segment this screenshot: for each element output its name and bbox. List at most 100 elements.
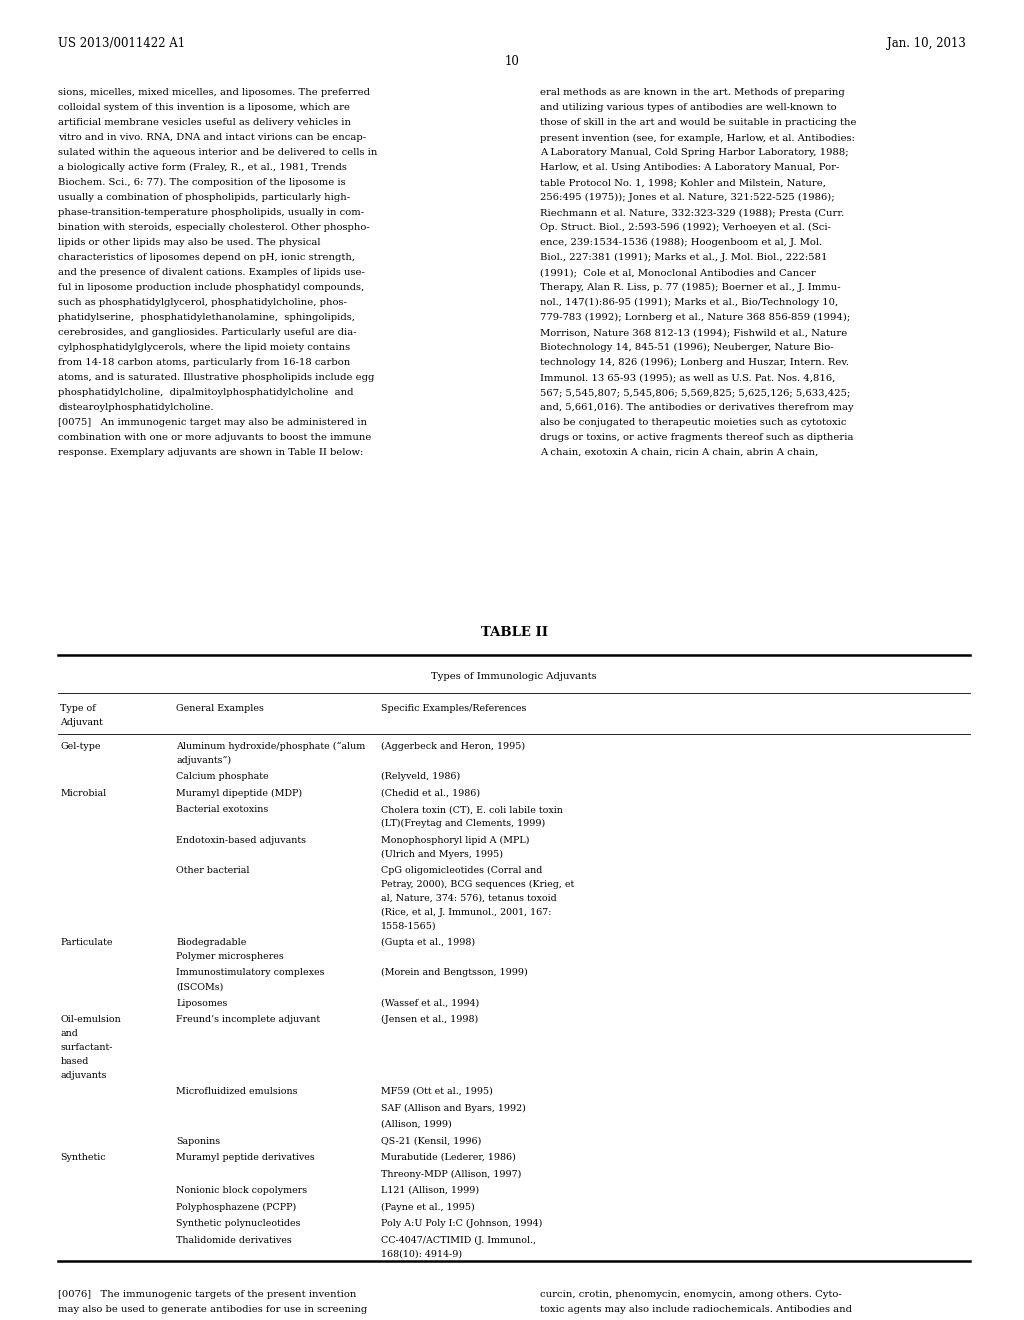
Text: L121 (Allison, 1999): L121 (Allison, 1999) <box>381 1187 479 1195</box>
Text: Microbial: Microbial <box>60 789 106 797</box>
Text: [0076]   The immunogenic targets of the present invention: [0076] The immunogenic targets of the pr… <box>58 1290 356 1299</box>
Text: 779-783 (1992); Lornberg et al., Nature 368 856-859 (1994);: 779-783 (1992); Lornberg et al., Nature … <box>540 313 850 322</box>
Text: those of skill in the art and would be suitable in practicing the: those of skill in the art and would be s… <box>540 119 856 128</box>
Text: US 2013/0011422 A1: US 2013/0011422 A1 <box>58 37 185 50</box>
Text: Muramyl dipeptide (MDP): Muramyl dipeptide (MDP) <box>176 789 302 797</box>
Text: phosphatidylcholine,  dipalmitoylphosphatidylcholine  and: phosphatidylcholine, dipalmitoylphosphat… <box>58 388 354 397</box>
Text: adjuvants: adjuvants <box>60 1071 106 1080</box>
Text: Bacterial exotoxins: Bacterial exotoxins <box>176 805 268 814</box>
Text: 256:495 (1975)); Jones et al. Nature, 321:522-525 (1986);: 256:495 (1975)); Jones et al. Nature, 32… <box>540 193 835 202</box>
Text: CC-4047/ACTIMID (J. Immunol.,: CC-4047/ACTIMID (J. Immunol., <box>381 1236 536 1245</box>
Text: vitro and in vivo. RNA, DNA and intact virions can be encap-: vitro and in vivo. RNA, DNA and intact v… <box>58 133 367 143</box>
Text: CpG oligomicleotides (Corral and: CpG oligomicleotides (Corral and <box>381 866 543 875</box>
Text: phatidylserine,  phosphatidylethanolamine,  sphingolipids,: phatidylserine, phosphatidylethanolamine… <box>58 313 355 322</box>
Text: Microfluidized emulsions: Microfluidized emulsions <box>176 1088 298 1096</box>
Text: Synthetic polynucleotides: Synthetic polynucleotides <box>176 1220 301 1228</box>
Text: (Ulrich and Myers, 1995): (Ulrich and Myers, 1995) <box>381 850 503 858</box>
Text: and: and <box>60 1030 78 1038</box>
Text: curcin, crotin, phenomycin, enomycin, among others. Cyto-: curcin, crotin, phenomycin, enomycin, am… <box>540 1290 842 1299</box>
Text: Biodegradable: Biodegradable <box>176 939 247 946</box>
Text: (Gupta et al., 1998): (Gupta et al., 1998) <box>381 939 475 946</box>
Text: Specific Examples/References: Specific Examples/References <box>381 704 526 713</box>
Text: Monophosphoryl lipid A (MPL): Monophosphoryl lipid A (MPL) <box>381 836 529 845</box>
Text: eral methods as are known in the art. Methods of preparing: eral methods as are known in the art. Me… <box>540 88 845 98</box>
Text: phase-transition-temperature phospholipids, usually in com-: phase-transition-temperature phospholipi… <box>58 209 365 218</box>
Text: combination with one or more adjuvants to boost the immune: combination with one or more adjuvants t… <box>58 433 372 442</box>
Text: nol., 147(1):86-95 (1991); Marks et al., Bio/Technology 10,: nol., 147(1):86-95 (1991); Marks et al.,… <box>540 298 838 308</box>
Text: Harlow, et al. Using Antibodies: A Laboratory Manual, Por-: Harlow, et al. Using Antibodies: A Labor… <box>540 164 839 173</box>
Text: (LT)(Freytag and Clements, 1999): (LT)(Freytag and Clements, 1999) <box>381 818 545 828</box>
Text: Adjuvant: Adjuvant <box>60 718 103 727</box>
Text: Nonionic block copolymers: Nonionic block copolymers <box>176 1187 307 1195</box>
Text: Threony-MDP (Allison, 1997): Threony-MDP (Allison, 1997) <box>381 1170 521 1179</box>
Text: (Jensen et al., 1998): (Jensen et al., 1998) <box>381 1015 478 1024</box>
Text: Thalidomide derivatives: Thalidomide derivatives <box>176 1236 292 1245</box>
Text: Calcium phosphate: Calcium phosphate <box>176 772 268 781</box>
Text: al, Nature, 374: 576), tetanus toxoid: al, Nature, 374: 576), tetanus toxoid <box>381 894 557 903</box>
Text: Riechmann et al. Nature, 332:323-329 (1988); Presta (Curr.: Riechmann et al. Nature, 332:323-329 (19… <box>540 209 844 218</box>
Text: technology 14, 826 (1996); Lonberg and Huszar, Intern. Rev.: technology 14, 826 (1996); Lonberg and H… <box>540 358 849 367</box>
Text: Freund’s incomplete adjuvant: Freund’s incomplete adjuvant <box>176 1015 321 1024</box>
Text: TABLE II: TABLE II <box>480 626 548 639</box>
Text: 1558-1565): 1558-1565) <box>381 921 436 931</box>
Text: General Examples: General Examples <box>176 704 264 713</box>
Text: SAF (Allison and Byars, 1992): SAF (Allison and Byars, 1992) <box>381 1104 525 1113</box>
Text: Muramyl peptide derivatives: Muramyl peptide derivatives <box>176 1154 314 1162</box>
Text: a biologically active form (Fraley, R., et al., 1981, Trends: a biologically active form (Fraley, R., … <box>58 164 347 173</box>
Text: ence, 239:1534-1536 (1988); Hoogenboom et al, J. Mol.: ence, 239:1534-1536 (1988); Hoogenboom e… <box>540 238 822 247</box>
Text: Types of Immunologic Adjuvants: Types of Immunologic Adjuvants <box>431 672 597 681</box>
Text: Morrison, Nature 368 812-13 (1994); Fishwild et al., Nature: Morrison, Nature 368 812-13 (1994); Fish… <box>540 329 847 337</box>
Text: QS-21 (Kensil, 1996): QS-21 (Kensil, 1996) <box>381 1137 481 1146</box>
Text: surfactant-: surfactant- <box>60 1043 113 1052</box>
Text: A Laboratory Manual, Cold Spring Harbor Laboratory, 1988;: A Laboratory Manual, Cold Spring Harbor … <box>540 148 848 157</box>
Text: Synthetic: Synthetic <box>60 1154 106 1162</box>
Text: ful in liposome production include phosphatidyl compounds,: ful in liposome production include phosp… <box>58 284 365 292</box>
Text: bination with steroids, especially cholesterol. Other phospho-: bination with steroids, especially chole… <box>58 223 370 232</box>
Text: (Wassef et al., 1994): (Wassef et al., 1994) <box>381 999 479 1007</box>
Text: cylphosphatidylglycerols, where the lipid moiety contains: cylphosphatidylglycerols, where the lipi… <box>58 343 350 352</box>
Text: Immunostimulatory complexes: Immunostimulatory complexes <box>176 969 325 977</box>
Text: Gel-type: Gel-type <box>60 742 101 751</box>
Text: also be conjugated to therapeutic moieties such as cytotoxic: also be conjugated to therapeutic moieti… <box>540 418 846 428</box>
Text: response. Exemplary adjuvants are shown in Table II below:: response. Exemplary adjuvants are shown … <box>58 447 364 457</box>
Text: and, 5,661,016). The antibodies or derivatives therefrom may: and, 5,661,016). The antibodies or deriv… <box>540 403 853 412</box>
Text: such as phosphatidylglycerol, phosphatidylcholine, phos-: such as phosphatidylglycerol, phosphatid… <box>58 298 347 308</box>
Text: Cholera toxin (CT), E. coli labile toxin: Cholera toxin (CT), E. coli labile toxin <box>381 805 563 814</box>
Text: cerebrosides, and gangliosides. Particularly useful are dia-: cerebrosides, and gangliosides. Particul… <box>58 329 357 337</box>
Text: Polymer microspheres: Polymer microspheres <box>176 952 284 961</box>
Text: Type of: Type of <box>60 704 96 713</box>
Text: Biol., 227:381 (1991); Marks et al., J. Mol. Biol., 222:581: Biol., 227:381 (1991); Marks et al., J. … <box>540 253 827 263</box>
Text: (Chedid et al., 1986): (Chedid et al., 1986) <box>381 789 480 797</box>
Text: Therapy, Alan R. Liss, p. 77 (1985); Boerner et al., J. Immu-: Therapy, Alan R. Liss, p. 77 (1985); Boe… <box>540 284 841 292</box>
Text: drugs or toxins, or active fragments thereof such as diptheria: drugs or toxins, or active fragments the… <box>540 433 853 442</box>
Text: Jan. 10, 2013: Jan. 10, 2013 <box>887 37 966 50</box>
Text: 168(10): 4914-9): 168(10): 4914-9) <box>381 1250 462 1258</box>
Text: sions, micelles, mixed micelles, and liposomes. The preferred: sions, micelles, mixed micelles, and lip… <box>58 88 371 98</box>
Text: (Morein and Bengtsson, 1999): (Morein and Bengtsson, 1999) <box>381 969 527 977</box>
Text: (Rice, et al, J. Immunol., 2001, 167:: (Rice, et al, J. Immunol., 2001, 167: <box>381 908 552 916</box>
Text: usually a combination of phospholipids, particularly high-: usually a combination of phospholipids, … <box>58 193 350 202</box>
Text: [0075]   An immunogenic target may also be administered in: [0075] An immunogenic target may also be… <box>58 418 368 428</box>
Text: Particulate: Particulate <box>60 939 113 946</box>
Text: Immunol. 13 65-93 (1995); as well as U.S. Pat. Nos. 4,816,: Immunol. 13 65-93 (1995); as well as U.S… <box>540 374 835 381</box>
Text: from 14-18 carbon atoms, particularly from 16-18 carbon: from 14-18 carbon atoms, particularly fr… <box>58 358 350 367</box>
Text: adjuvants”): adjuvants”) <box>176 755 231 764</box>
Text: Biochem. Sci., 6: 77). The composition of the liposome is: Biochem. Sci., 6: 77). The composition o… <box>58 178 346 187</box>
Text: Oil-emulsion: Oil-emulsion <box>60 1015 121 1024</box>
Text: 10: 10 <box>505 55 519 69</box>
Text: may also be used to generate antibodies for use in screening: may also be used to generate antibodies … <box>58 1304 368 1313</box>
Text: lipids or other lipids may also be used. The physical: lipids or other lipids may also be used.… <box>58 238 321 247</box>
Text: (Allison, 1999): (Allison, 1999) <box>381 1121 452 1129</box>
Text: artificial membrane vesicles useful as delivery vehicles in: artificial membrane vesicles useful as d… <box>58 119 351 128</box>
Text: distearoylphosphatidylcholine.: distearoylphosphatidylcholine. <box>58 403 214 412</box>
Text: and the presence of divalent cations. Examples of lipids use-: and the presence of divalent cations. Ex… <box>58 268 366 277</box>
Text: based: based <box>60 1057 89 1065</box>
Text: Petray, 2000), BCG sequences (Krieg, et: Petray, 2000), BCG sequences (Krieg, et <box>381 880 574 888</box>
Text: (1991);  Cole et al, Monoclonal Antibodies and Cancer: (1991); Cole et al, Monoclonal Antibodie… <box>540 268 815 277</box>
Text: (Aggerbeck and Heron, 1995): (Aggerbeck and Heron, 1995) <box>381 742 525 751</box>
Text: Biotechnology 14, 845-51 (1996); Neuberger, Nature Bio-: Biotechnology 14, 845-51 (1996); Neuberg… <box>540 343 834 352</box>
Text: Endotoxin-based adjuvants: Endotoxin-based adjuvants <box>176 836 306 845</box>
Text: (ISCOMs): (ISCOMs) <box>176 982 223 991</box>
Text: Liposomes: Liposomes <box>176 999 227 1007</box>
Text: Saponins: Saponins <box>176 1137 220 1146</box>
